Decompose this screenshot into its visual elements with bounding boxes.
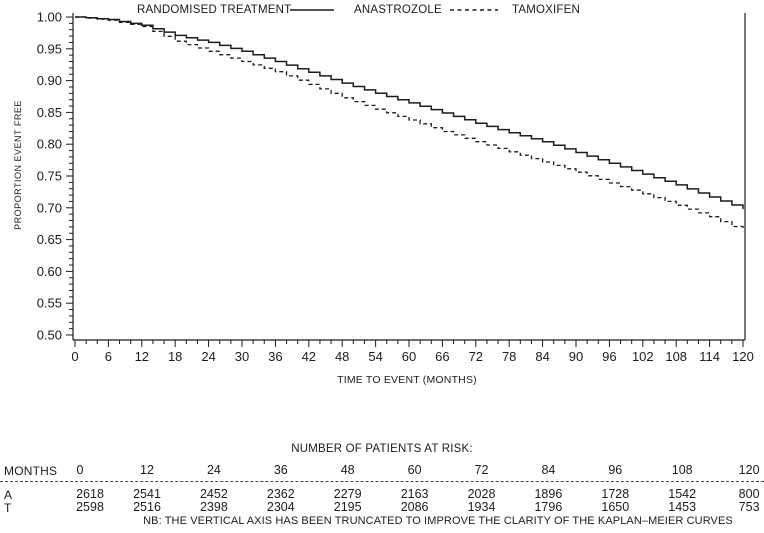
legend-title: RANDOMISED TREATMENT: [137, 4, 292, 16]
x-tick-label: 90: [569, 349, 583, 364]
x-tick-label: 120: [732, 349, 754, 364]
risk-cell-anastrozole: 1728: [601, 487, 630, 501]
risk-row-label-a: A: [4, 488, 13, 502]
x-tick-label: 18: [168, 349, 182, 364]
kaplan-meier-chart: 1.00 0.95 0.90 0.85 0.80 0.75 0.70 0.65 0.60 0.55…: [13, 10, 754, 387]
risk-cell-tamoxifen: 2398: [199, 500, 228, 514]
risk-cell-tamoxifen: 1650: [601, 500, 630, 514]
y-tick-label: 0.95: [37, 41, 62, 56]
risk-month-header: 48: [340, 463, 355, 477]
x-tick-label: 12: [135, 349, 149, 364]
y-tick-label: 0.80: [37, 137, 62, 152]
truncation-note: NB: THE VERTICAL AXIS HAS BEEN TRUNCATED…: [143, 515, 733, 527]
risk-cell-anastrozole: 2362: [266, 487, 295, 501]
x-tick-label: 102: [632, 349, 654, 364]
y-tick-label: 0.85: [37, 105, 62, 120]
risk-month-header: 12: [140, 463, 154, 477]
y-tick-label: 0.55: [37, 296, 62, 311]
risk-cell-anastrozole: 2163: [400, 487, 429, 501]
risk-month-header: 24: [206, 463, 221, 477]
risk-cell-tamoxifen: 1796: [534, 500, 563, 514]
risk-month-header: 96: [608, 463, 623, 477]
y-axis-title: PROPORTION EVENT FREE: [13, 100, 23, 230]
risk-cell-tamoxifen: 2516: [133, 500, 161, 514]
risk-cell-anastrozole: 2541: [133, 487, 161, 501]
x-tick-label: 108: [665, 349, 687, 364]
risk-cell-tamoxifen: 2598: [76, 500, 104, 514]
risk-cell-anastrozole: 1896: [534, 487, 563, 501]
risk-table-separator: [0, 481, 764, 482]
risk-cell-tamoxifen: 1453: [668, 500, 697, 514]
y-tick-label: 1.00: [37, 10, 62, 25]
x-tick-label: 60: [402, 349, 416, 364]
x-tick-label: 114: [699, 349, 720, 364]
x-tick-label: 6: [105, 349, 112, 364]
x-tick-label: 96: [602, 349, 616, 364]
risk-cell-anastrozole: 1542: [668, 487, 697, 501]
x-tick-label: 36: [268, 349, 282, 364]
risk-month-header: 0: [76, 463, 84, 477]
x-tick-label: 42: [302, 349, 316, 364]
curve-anastrozole: [75, 16, 744, 210]
risk-cell-anastrozole: 2452: [199, 487, 228, 501]
risk-table-title: NUMBER OF PATIENTS AT RISK:: [291, 443, 473, 455]
risk-month-header: 84: [541, 463, 556, 477]
risk-month-header: 60: [407, 463, 422, 477]
y-tick-label: 0.75: [37, 169, 62, 184]
risk-month-header: 108: [671, 463, 693, 477]
risk-cell-anastrozole: 2279: [333, 487, 362, 501]
risk-month-header: 120: [738, 463, 760, 477]
y-tick-label: 0.60: [37, 264, 62, 279]
x-tick-label: 48: [335, 349, 349, 364]
x-tick-label: 84: [535, 349, 549, 364]
y-tick-label: 0.90: [37, 73, 62, 88]
y-tick-label: 0.70: [37, 200, 62, 215]
y-tick-label: 0.50: [37, 328, 62, 343]
x-tick-label: 24: [201, 349, 215, 364]
risk-cell-tamoxifen: 2086: [400, 500, 429, 514]
risk-month-header: 72: [474, 463, 489, 477]
x-axis-title: TIME TO EVENT (MONTHS): [337, 374, 477, 386]
x-tick-label: 72: [469, 349, 483, 364]
x-tick-label: 78: [502, 349, 516, 364]
risk-cell-tamoxifen: 2304: [266, 500, 295, 514]
risk-cell-tamoxifen: 1934: [467, 500, 496, 514]
risk-month-header: 36: [273, 463, 288, 477]
x-tick-label: 54: [368, 349, 382, 364]
x-tick-label: 30: [235, 349, 249, 364]
dashed-line-sample: [450, 9, 498, 11]
risk-cell-anastrozole: 2618: [76, 487, 104, 501]
risk-cell-anastrozole: 2028: [467, 487, 496, 501]
legend-label-tamoxifen: TAMOXIFEN: [512, 4, 581, 16]
chart-legend: RANDOMISED TREATMENT ANASTROZOLE TAMOXIF…: [0, 0, 764, 22]
risk-cell-anastrozole: 800: [738, 487, 760, 501]
solid-line-sample: [290, 9, 334, 11]
risk-row-label-t: T: [4, 501, 12, 515]
risk-cell-tamoxifen: 753: [738, 500, 760, 514]
risk-months-label: MONTHS: [4, 464, 58, 478]
y-tick-label: 0.65: [37, 232, 62, 247]
risk-cell-tamoxifen: 2195: [333, 500, 362, 514]
legend-label-anastrozole: ANASTROZOLE: [354, 4, 442, 16]
x-tick-label: 66: [435, 349, 449, 364]
curve-tamoxifen: [75, 16, 744, 232]
x-tick-label: 0: [71, 349, 78, 364]
